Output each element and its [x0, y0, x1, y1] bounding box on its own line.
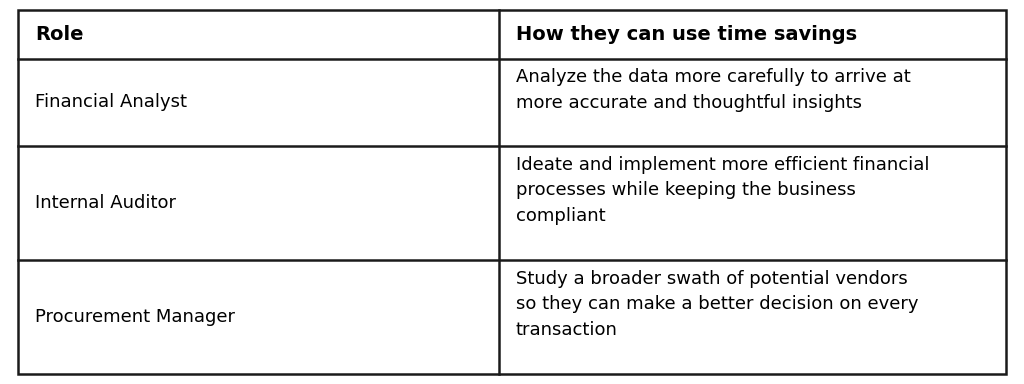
Text: Procurement Manager: Procurement Manager [35, 308, 234, 326]
Text: Internal Auditor: Internal Auditor [35, 194, 176, 212]
Text: How they can use time savings: How they can use time savings [515, 25, 857, 44]
Text: Ideate and implement more efficient financial
processes while keeping the busine: Ideate and implement more efficient fina… [515, 156, 929, 225]
Text: Analyze the data more carefully to arrive at
more accurate and thoughtful insigh: Analyze the data more carefully to arriv… [515, 68, 910, 112]
Text: Study a broader swath of potential vendors
so they can make a better decision on: Study a broader swath of potential vendo… [515, 270, 919, 339]
Text: Role: Role [35, 25, 83, 44]
Text: Financial Analyst: Financial Analyst [35, 93, 186, 111]
